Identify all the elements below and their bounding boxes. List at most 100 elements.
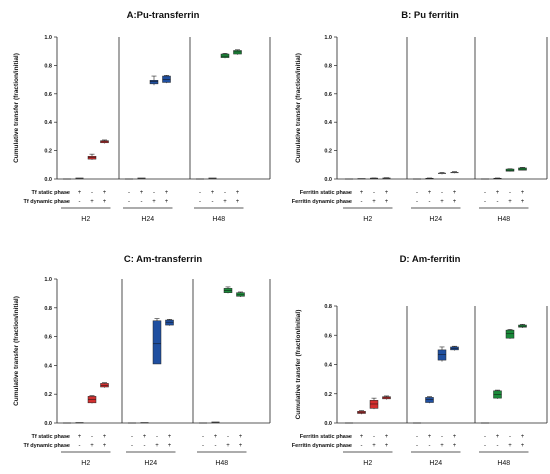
static-sign: +	[385, 190, 389, 196]
row-label-static: Tf static phase	[31, 190, 70, 196]
box-8	[162, 75, 171, 84]
static-sign: +	[453, 434, 457, 440]
box-4	[100, 382, 109, 388]
group-label-h48: H48	[215, 460, 228, 467]
dynamic-sign: +	[508, 443, 512, 449]
dynamic-sign: -	[212, 199, 214, 205]
static-sign: +	[360, 434, 364, 440]
box-8	[450, 345, 459, 351]
static-sign: +	[360, 190, 364, 196]
static-sign: -	[153, 190, 155, 196]
static-sign: -	[91, 434, 93, 440]
box-body	[220, 53, 230, 58]
box-12	[233, 49, 242, 55]
row-label-dynamic: Tf dynamic phase	[24, 199, 70, 205]
box-12	[518, 323, 527, 328]
static-sign: -	[373, 190, 375, 196]
static-sign: -	[484, 434, 486, 440]
box-8	[165, 319, 174, 326]
y-tick-label: 0.0	[324, 177, 332, 183]
box-body	[437, 349, 447, 361]
panel-4: D: Am-ferritin Cumulative transfer (fract…	[292, 254, 548, 467]
dynamic-sign: -	[131, 443, 133, 449]
group-label-h2: H2	[363, 460, 372, 467]
box-7	[152, 318, 162, 365]
y-tick-label: 0.6	[44, 92, 52, 98]
static-sign: +	[236, 190, 240, 196]
static-sign: +	[165, 190, 169, 196]
dynamic-sign: -	[66, 443, 68, 449]
dynamic-sign: +	[165, 199, 169, 205]
static-sign: +	[521, 190, 525, 196]
y-tick-label: 0.8	[44, 63, 52, 69]
static-sign: -	[156, 434, 158, 440]
static-sign: -	[224, 190, 226, 196]
dynamic-sign: +	[90, 443, 94, 449]
y-tick-label: 0.8	[324, 304, 332, 310]
panel-title: B: Pu ferritin	[401, 10, 459, 21]
y-axis-label: Cumulative transfer (fraction/initial)	[13, 296, 20, 406]
box-11	[220, 53, 230, 59]
y-tick-label: 0.8	[44, 306, 52, 312]
box-7	[149, 75, 159, 86]
y-axis-label: Cumulative transfer (fraction/initial)	[295, 53, 302, 163]
y-tick-label: 0.4	[44, 120, 53, 126]
dynamic-sign: -	[497, 443, 499, 449]
static-sign: -	[131, 434, 133, 440]
group-label-h2: H2	[363, 216, 372, 223]
dynamic-sign: +	[226, 443, 230, 449]
static-sign: -	[128, 190, 130, 196]
y-tick-label: 0.2	[324, 392, 332, 398]
box-12	[518, 167, 527, 171]
static-sign: -	[441, 190, 443, 196]
box-8	[450, 171, 459, 174]
static-sign: +	[428, 434, 432, 440]
y-tick-label: 1.0	[44, 277, 52, 283]
static-sign: -	[202, 434, 204, 440]
dynamic-sign: +	[372, 199, 376, 205]
static-sign: -	[416, 190, 418, 196]
static-sign: +	[103, 190, 107, 196]
dynamic-sign: +	[103, 199, 107, 205]
row-label-dynamic: Ferritin dynamic phase	[292, 199, 352, 205]
static-sign: -	[348, 190, 350, 196]
static-sign: -	[441, 434, 443, 440]
y-tick-label: 0.4	[324, 120, 333, 126]
dynamic-sign: -	[361, 443, 363, 449]
y-tick-label: 0.8	[324, 63, 332, 69]
panel-3: C: Am-transferrin Cumulative transfer (fr…	[13, 254, 271, 467]
dynamic-sign: +	[385, 199, 389, 205]
box-3	[369, 397, 379, 410]
dynamic-sign: +	[168, 443, 172, 449]
y-tick-label: 0.0	[324, 421, 332, 427]
box-body	[425, 397, 434, 403]
box-7	[438, 172, 446, 175]
dynamic-sign: -	[202, 443, 204, 449]
y-tick-label: 0.4	[324, 363, 333, 369]
y-tick-label: 0.6	[44, 335, 52, 341]
box-6	[425, 396, 434, 404]
row-label-dynamic: Tf dynamic phase	[24, 443, 70, 449]
group-label-h48: H48	[497, 216, 510, 223]
dynamic-sign: -	[348, 443, 350, 449]
y-tick-label: 1.0	[324, 35, 332, 41]
box-body	[162, 75, 171, 83]
dynamic-sign: -	[484, 199, 486, 205]
static-sign: +	[78, 190, 82, 196]
static-sign: -	[373, 434, 375, 440]
static-sign: +	[496, 190, 500, 196]
box-4	[100, 139, 109, 144]
static-sign: -	[227, 434, 229, 440]
static-sign: -	[416, 434, 418, 440]
group-label-h48: H48	[497, 460, 510, 467]
group-label-h2: H2	[81, 216, 90, 223]
box-body	[87, 396, 97, 404]
box-3	[87, 153, 97, 160]
static-sign: +	[521, 434, 525, 440]
static-sign: -	[348, 434, 350, 440]
static-sign: -	[199, 190, 201, 196]
y-tick-label: 0.2	[44, 392, 52, 398]
dynamic-sign: -	[79, 199, 81, 205]
group-label-h24: H24	[141, 216, 154, 223]
